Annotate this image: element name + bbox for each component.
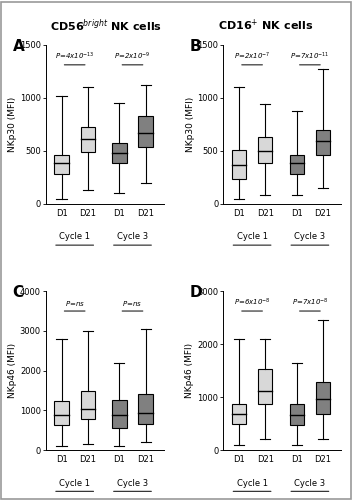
- Y-axis label: NKp30 (MFI): NKp30 (MFI): [186, 97, 195, 152]
- Text: $P$=ns: $P$=ns: [65, 299, 85, 308]
- Text: $P$=7x10$^{-8}$: $P$=7x10$^{-8}$: [291, 296, 328, 308]
- Bar: [232, 404, 246, 423]
- Text: $P$=ns: $P$=ns: [122, 299, 143, 308]
- Text: Cycle 1: Cycle 1: [59, 232, 90, 241]
- Y-axis label: NKp46 (MFI): NKp46 (MFI): [8, 343, 17, 398]
- Bar: [258, 369, 272, 404]
- Bar: [112, 400, 127, 428]
- Text: Cycle 1: Cycle 1: [237, 232, 268, 241]
- Text: $P$=2x10$^{-7}$: $P$=2x10$^{-7}$: [234, 50, 270, 62]
- Bar: [54, 155, 69, 174]
- Bar: [81, 391, 95, 419]
- Text: Cycle 3: Cycle 3: [117, 478, 148, 488]
- Bar: [316, 130, 330, 155]
- Text: CD56$^{bright}$ NK cells: CD56$^{bright}$ NK cells: [50, 18, 162, 34]
- Text: $P$=2x10$^{-9}$: $P$=2x10$^{-9}$: [114, 50, 151, 62]
- Text: A: A: [13, 38, 24, 54]
- Bar: [138, 394, 153, 424]
- Text: Cycle 3: Cycle 3: [294, 232, 326, 241]
- Text: D: D: [190, 285, 203, 300]
- Text: CD16$^{+}$ NK cells: CD16$^{+}$ NK cells: [218, 18, 313, 33]
- Bar: [316, 382, 330, 414]
- Bar: [81, 126, 95, 152]
- Text: B: B: [190, 38, 202, 54]
- Text: $P$=4x10$^{-13}$: $P$=4x10$^{-13}$: [55, 50, 94, 62]
- Y-axis label: NKp30 (MFI): NKp30 (MFI): [8, 97, 17, 152]
- Text: Cycle 1: Cycle 1: [59, 478, 90, 488]
- Text: Cycle 1: Cycle 1: [237, 478, 268, 488]
- Bar: [232, 150, 246, 180]
- Bar: [258, 137, 272, 162]
- Bar: [112, 144, 127, 163]
- Bar: [138, 116, 153, 146]
- Text: Cycle 3: Cycle 3: [117, 232, 148, 241]
- Text: $P$=6x10$^{-8}$: $P$=6x10$^{-8}$: [234, 296, 270, 308]
- Bar: [54, 401, 69, 425]
- Y-axis label: NKp46 (MFI): NKp46 (MFI): [186, 343, 194, 398]
- Text: $P$=7x10$^{-11}$: $P$=7x10$^{-11}$: [290, 50, 330, 62]
- Bar: [290, 155, 304, 174]
- Text: Cycle 3: Cycle 3: [294, 478, 326, 488]
- Bar: [290, 404, 304, 424]
- Text: C: C: [13, 285, 24, 300]
